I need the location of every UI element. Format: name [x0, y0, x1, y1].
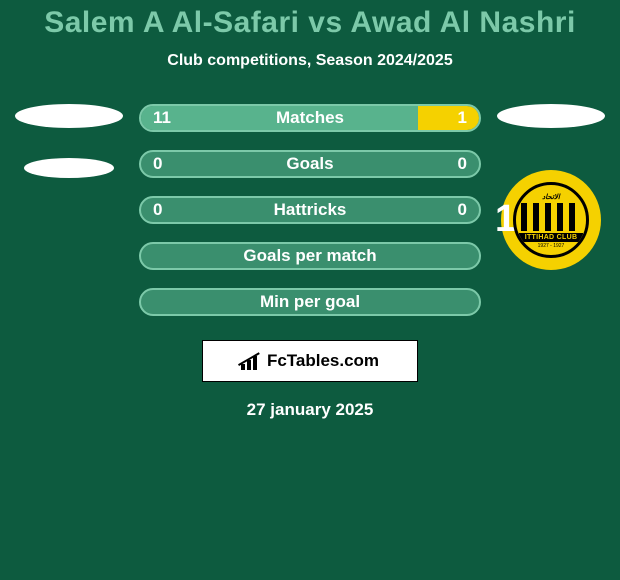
badge-stripes — [521, 203, 581, 231]
stat-label: Matches — [141, 108, 479, 128]
badge-clubname: ITTIHAD CLUB — [519, 233, 584, 242]
page-subtitle: Club competitions, Season 2024/2025 — [0, 52, 620, 70]
stat-bars: 111Matches 00Goals 00Hattricks Goals per ma… — [139, 104, 481, 316]
stat-bar: 00Goals — [139, 150, 481, 178]
stat-bar: Goals per match — [139, 242, 481, 270]
badge-script: الاتحاد — [542, 193, 560, 201]
stat-label: Goals — [141, 154, 479, 174]
stat-bar: 111Matches — [139, 104, 481, 132]
stat-label: Hattricks — [141, 200, 479, 220]
stat-bar: Min per goal — [139, 288, 481, 316]
brand-box: FcTables.com — [202, 340, 418, 382]
badge-inner: الاتحاد ITTIHAD CLUB 1927 - 1927 — [513, 182, 589, 258]
stat-label: Min per goal — [141, 292, 479, 312]
page-title: Salem A Al-Safari vs Awad Al Nashri — [0, 0, 620, 40]
brand-text: FcTables.com — [267, 351, 379, 371]
left-player-avatar-placeholder — [15, 104, 123, 128]
right-player-avatar-placeholder — [497, 104, 605, 128]
date-text: 27 january 2025 — [0, 400, 620, 420]
comparison-board: 111Matches 00Goals 00Hattricks Goals per ma… — [0, 104, 620, 316]
left-player-col — [13, 104, 125, 178]
stat-label: Goals per match — [141, 246, 479, 266]
comparison-infographic: Salem A Al-Safari vs Awad Al Nashri Club… — [0, 0, 620, 580]
stat-bar: 00Hattricks — [139, 196, 481, 224]
right-player-club-badge: 1 الاتحاد ITTIHAD CLUB 1927 - 1927 — [501, 170, 601, 270]
brand-logo-icon — [241, 352, 263, 370]
right-player-col: 1 الاتحاد ITTIHAD CLUB 1927 - 1927 — [495, 104, 607, 270]
badge-years: 1927 - 1927 — [538, 243, 565, 249]
left-player-club-placeholder — [24, 158, 114, 178]
